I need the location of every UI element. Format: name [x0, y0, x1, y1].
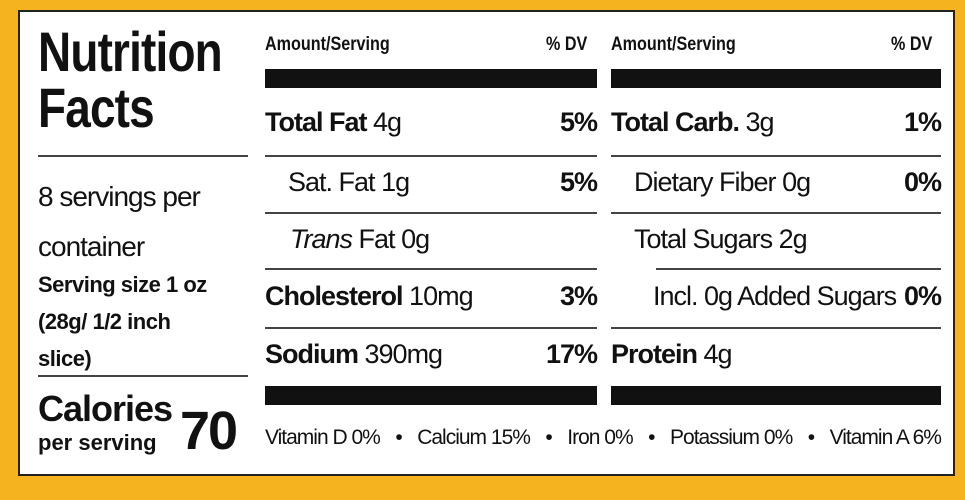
nutrient-name: Fat: [358, 224, 396, 254]
nutrient-row: Total Sugars 2g: [634, 224, 941, 255]
nutrient-dv: 17%: [545, 339, 598, 369]
title: Nutrition Facts: [38, 20, 223, 139]
thick-bar: [265, 386, 597, 405]
header-dv: % DV: [546, 34, 588, 55]
vitamin: Vitamin D 0%: [265, 426, 381, 449]
vitamin: Potassium 0%: [670, 426, 793, 449]
header-amount: Amount/Serving: [265, 34, 390, 55]
nutrient-dv: 0%: [903, 167, 942, 197]
nutrient-dv: 1%: [903, 107, 942, 137]
label-panel: Nutrition Facts 8 servings per container…: [18, 10, 955, 476]
thick-bar: [611, 69, 941, 88]
serving-size: Serving size 1 oz (28g/ 1/2 inch slice): [38, 272, 207, 371]
nutrient-row: Sat. Fat 1g 5%: [288, 167, 598, 198]
calories-label: Calories: [38, 388, 173, 429]
nutrient-name: Total Sugars: [634, 224, 773, 254]
nutrient-amount: 2g: [778, 224, 808, 254]
nutrient-name: Total Fat: [265, 107, 367, 137]
rule: [265, 268, 597, 270]
nutrient-row: Protein 4g: [611, 339, 941, 370]
header-dv: % DV: [891, 34, 933, 55]
nutrient-amount: 3g: [745, 107, 775, 137]
nutrient-row: Incl. 0g Added Sugars 0%: [653, 281, 942, 312]
nutrient-name: Sat. Fat: [288, 167, 376, 197]
rule: [38, 375, 248, 377]
nutrient-name: Incl. 0g Added Sugars: [653, 281, 897, 311]
nutrient-amount: 1g: [381, 167, 410, 197]
nutrient-dv: 0%: [903, 281, 942, 311]
nutrient-dv: 3%: [559, 281, 598, 311]
vitamin: Iron 0%: [567, 426, 633, 449]
nutrient-amount: 4g: [703, 339, 733, 369]
nutrient-amount: 4g: [373, 107, 402, 137]
nutrient-name: Total Carb.: [611, 107, 740, 137]
nutrient-dv: 5%: [559, 167, 598, 197]
nutrient-name: Protein: [611, 339, 698, 369]
rule: [611, 155, 941, 157]
separator: •: [648, 426, 655, 449]
nutrient-name: Dietary Fiber: [634, 167, 777, 197]
nutrient-name-italic: Trans: [290, 224, 353, 254]
rule: [611, 212, 941, 214]
separator: •: [395, 426, 402, 449]
rule: [265, 155, 597, 157]
thick-bar: [265, 69, 597, 88]
nutrient-row: Total Carb. 3g 1%: [611, 107, 942, 138]
nutrient-name: Sodium: [265, 339, 359, 369]
rule: [611, 327, 941, 329]
servings: 8 servings per container: [38, 181, 201, 262]
nutrient-row: Trans Fat 0g: [290, 224, 597, 255]
nutrient-amount: 390mg: [364, 339, 444, 369]
header-amount: Amount/Serving: [611, 34, 736, 55]
vitamin: Calcium 15%: [417, 426, 531, 449]
nutrient-row: Cholesterol 10mg 3%: [265, 281, 598, 312]
calories-value: 70: [180, 401, 238, 461]
nutrient-amount: 0g: [401, 224, 430, 254]
separator: •: [807, 426, 815, 449]
nutrient-row: Sodium 390mg 17%: [265, 339, 598, 370]
vitamin: Vitamin A 6%: [829, 426, 942, 449]
rule: [265, 212, 597, 214]
nutrient-name: Cholesterol: [265, 281, 404, 311]
vitamins: Vitamin D 0% • Calcium 15% • Iron 0% • Potassi…: [265, 426, 942, 450]
nutrient-amount: 10mg: [409, 281, 474, 311]
calories-sub: per serving: [38, 430, 157, 455]
nutrient-row: Total Fat 4g 5%: [265, 107, 598, 138]
rule: [265, 327, 597, 329]
rule: [656, 268, 941, 270]
nutrient-row: Dietary Fiber 0g 0%: [634, 167, 942, 198]
nutrient-amount: 0g: [782, 167, 811, 197]
nutrient-dv: 5%: [559, 107, 598, 137]
rule: [38, 155, 248, 157]
separator: •: [545, 426, 552, 449]
thick-bar: [611, 386, 941, 405]
